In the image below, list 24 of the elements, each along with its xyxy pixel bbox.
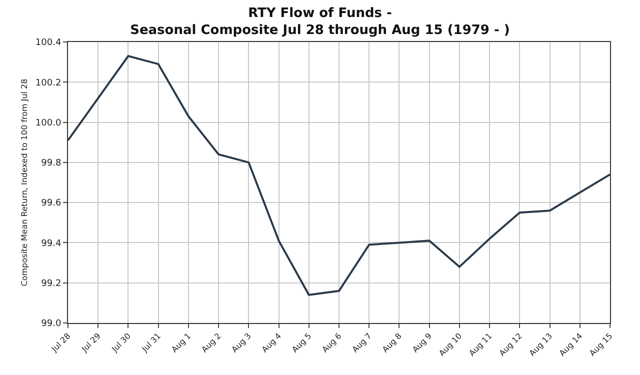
y-tick-label: 99.8 [41,158,62,169]
x-tick-label: Aug 8 [380,331,404,354]
y-tick-label: 99.4 [41,238,62,249]
x-tick-label: Jul 30 [110,331,132,354]
x-tick-label: Aug 15 [588,331,614,358]
x-tick-label: Aug 7 [350,331,374,354]
x-tick-label: Aug 14 [558,331,584,358]
y-tick-label: 99.2 [41,279,62,290]
y-axis-title: Composite Mean Return, Indexed to 100 from Jul 28 [20,78,30,286]
x-tick-label: Aug 3 [230,331,253,354]
x-tick-label: Aug 12 [498,331,524,358]
x-tick-label: Jul 29 [79,331,102,354]
y-tick-label: 99.0 [41,319,62,330]
y-tick-label: 100.2 [35,78,62,88]
x-tick-label: Aug 11 [467,331,494,358]
x-tick-label: Aug 13 [528,331,554,358]
y-tick-label: 100.0 [35,118,62,128]
y-tick-label: 100.4 [35,38,62,48]
x-tick-label: Jul 31 [140,331,163,354]
line-series [68,55,610,296]
x-tick-label: Aug 10 [437,331,464,358]
chart-title: RTY Flow of Funds - Seasonal Composite Jul 28 through Aug 15 (1979 - ) [130,6,510,38]
x-tick-label: Jul 28 [49,331,72,354]
y-tick-label: 99.6 [41,198,62,209]
